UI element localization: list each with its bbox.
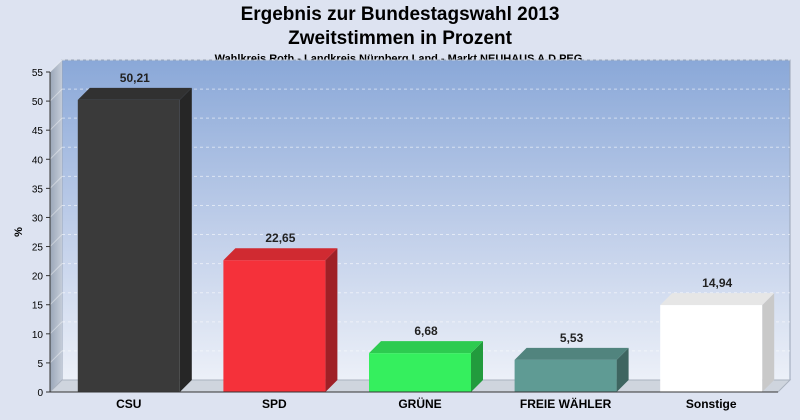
x-tick-label: CSU [116,397,141,411]
bar-side [762,293,775,392]
bar [660,305,763,392]
y-tick-label: 25 [32,243,44,254]
grid-line-side [49,146,63,160]
chart-title: Ergebnis zur Bundestagswahl 2013 [240,4,560,25]
x-tick-label: SPD [262,397,287,411]
y-tick-label: 35 [32,184,44,195]
y-tick-label: 20 [32,272,44,283]
bar-value-label: 14,94 [702,276,732,290]
grid-line-side [49,88,63,102]
grid-line-side [49,117,63,131]
x-tick-label: GRÜNE [398,396,441,411]
bar-top [223,248,338,261]
y-tick-label: 55 [32,68,44,79]
grid-line-side [49,205,63,218]
grid-line-side [49,59,63,73]
left-wall [50,60,62,392]
bar-group [369,341,483,392]
grid-line-side [49,321,63,335]
chart-subtitle: Zweitstimmen in Prozent [288,28,512,49]
bar-top [660,293,775,306]
grid-line-side [49,350,63,364]
grid-line-side [49,292,63,306]
bars: 50,21 22,65 6,68 5,53 14,94 [77,71,775,393]
bar [77,99,180,393]
bar-side [325,248,338,392]
bar-top [77,87,192,100]
y-tick-label: 30 [32,213,44,224]
grid-line-side [49,176,63,189]
y-axis-label: % [13,227,25,237]
bar-side [179,87,192,393]
bar-group [514,347,629,392]
bar [514,359,617,392]
bar [223,260,326,392]
y-tick-label: 50 [32,97,44,108]
y-tick-label: 15 [32,301,44,312]
bar-top [514,347,629,360]
bar-top [369,341,483,354]
y-tick-label: 45 [32,126,44,137]
y-tick-label: 0 [37,388,43,399]
bar-group [77,87,192,393]
bar-group [223,248,338,392]
x-tick-label: FREIE WÄHLER [520,396,612,411]
bar [369,353,471,392]
bar-side [471,341,483,392]
grid-line-side [49,234,63,247]
x-tick-label: Sonstige [686,397,737,411]
bar-value-label: 50,21 [120,71,150,85]
y-tick-label: 5 [37,359,43,370]
bar-value-label: 22,65 [265,231,295,245]
axes: 0 5 10 15 20 25 30 35 40 45 50 55% CSU SPD GRÜNE FREIE … [13,68,778,411]
y-tick-label: 10 [32,330,44,341]
grid-line-side [49,263,63,276]
bar-group [660,293,775,392]
y-tick-label: 40 [32,155,44,166]
bar-value-label: 6,68 [414,324,438,338]
bar-value-label: 5,53 [560,331,584,345]
bar-side [616,347,629,392]
